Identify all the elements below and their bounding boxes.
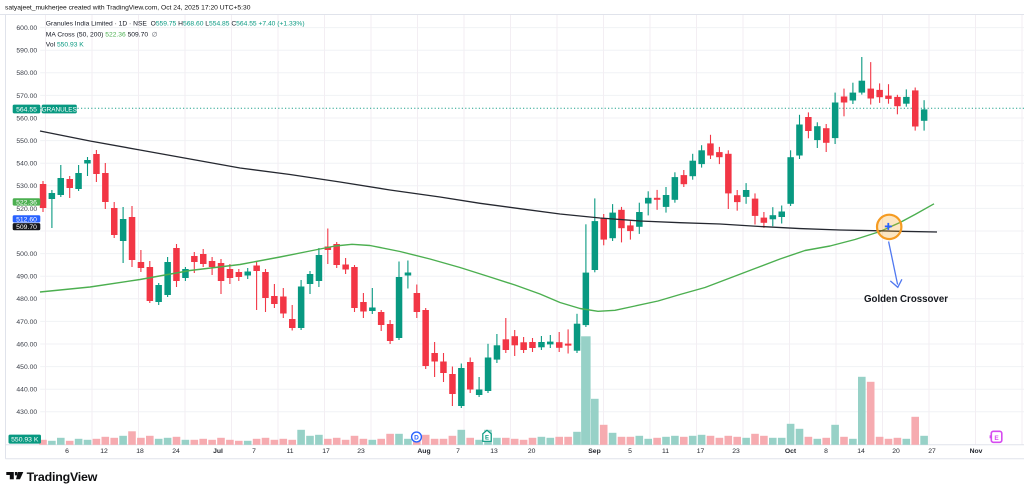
svg-text:Aug: Aug bbox=[417, 448, 430, 455]
svg-text:480.00: 480.00 bbox=[16, 296, 37, 303]
svg-text:Oct: Oct bbox=[785, 448, 797, 455]
svg-text:17: 17 bbox=[322, 448, 330, 455]
svg-text:7: 7 bbox=[456, 448, 460, 455]
svg-text:13: 13 bbox=[490, 448, 498, 455]
svg-text:MA Cross (50, 200) 522.36 509.: MA Cross (50, 200) 522.36 509.70 ∅ bbox=[46, 31, 158, 38]
svg-text:20: 20 bbox=[892, 448, 900, 455]
svg-text:D: D bbox=[414, 435, 419, 442]
svg-text:E: E bbox=[485, 436, 489, 442]
svg-text:17: 17 bbox=[697, 448, 705, 455]
svg-text:450.00: 450.00 bbox=[16, 364, 37, 371]
svg-text:5: 5 bbox=[628, 448, 632, 455]
svg-text:11: 11 bbox=[286, 448, 293, 455]
svg-text:530.00: 530.00 bbox=[16, 183, 37, 190]
svg-text:509.70: 509.70 bbox=[16, 224, 37, 231]
svg-text:8: 8 bbox=[824, 448, 828, 455]
svg-text:Jul: Jul bbox=[213, 448, 223, 455]
svg-text:20: 20 bbox=[528, 448, 536, 455]
svg-text:550.00: 550.00 bbox=[16, 138, 37, 145]
svg-text:14: 14 bbox=[857, 448, 865, 455]
svg-text:430.00: 430.00 bbox=[16, 409, 37, 416]
svg-text:560.00: 560.00 bbox=[16, 115, 37, 122]
svg-text:27: 27 bbox=[928, 448, 936, 455]
svg-text:590.00: 590.00 bbox=[16, 48, 37, 55]
svg-text:satyajeet_mukherjee created wi: satyajeet_mukherjee created with Trading… bbox=[5, 5, 251, 12]
svg-text:18: 18 bbox=[136, 448, 144, 455]
svg-text:600.00: 600.00 bbox=[16, 25, 37, 32]
svg-text:Golden Crossover: Golden Crossover bbox=[864, 294, 948, 305]
svg-text:23: 23 bbox=[357, 448, 365, 455]
svg-text:E: E bbox=[994, 435, 999, 442]
svg-text:460.00: 460.00 bbox=[16, 341, 37, 348]
svg-text:23: 23 bbox=[732, 448, 740, 455]
svg-text:500.00: 500.00 bbox=[16, 251, 37, 258]
svg-text:GRANULES: GRANULES bbox=[42, 106, 77, 113]
svg-text:580.00: 580.00 bbox=[16, 70, 37, 77]
svg-text:Granules India Limited · 1D ·: Granules India Limited · 1D · NSE O559.7… bbox=[46, 21, 305, 28]
svg-text:470.00: 470.00 bbox=[16, 319, 37, 326]
svg-text:522.36: 522.36 bbox=[16, 199, 37, 206]
svg-text:440.00: 440.00 bbox=[16, 387, 37, 394]
svg-text:6: 6 bbox=[65, 448, 69, 455]
svg-text:564.55: 564.55 bbox=[16, 106, 37, 113]
svg-text:512.60: 512.60 bbox=[16, 216, 37, 223]
svg-text:570.00: 570.00 bbox=[16, 93, 37, 100]
svg-text:550.93 K: 550.93 K bbox=[11, 437, 39, 444]
svg-text:520.00: 520.00 bbox=[16, 206, 37, 213]
svg-text:11: 11 bbox=[662, 448, 669, 455]
svg-text:Sep: Sep bbox=[588, 448, 600, 455]
svg-text:24: 24 bbox=[172, 448, 180, 455]
svg-text:12: 12 bbox=[100, 448, 108, 455]
svg-text:7: 7 bbox=[252, 448, 256, 455]
svg-text:TradingView: TradingView bbox=[27, 470, 98, 484]
svg-text:490.00: 490.00 bbox=[16, 274, 37, 281]
svg-text:540.00: 540.00 bbox=[16, 161, 37, 168]
svg-text:Vol 550.93 K: Vol 550.93 K bbox=[46, 41, 84, 48]
svg-text:Nov: Nov bbox=[970, 448, 983, 455]
